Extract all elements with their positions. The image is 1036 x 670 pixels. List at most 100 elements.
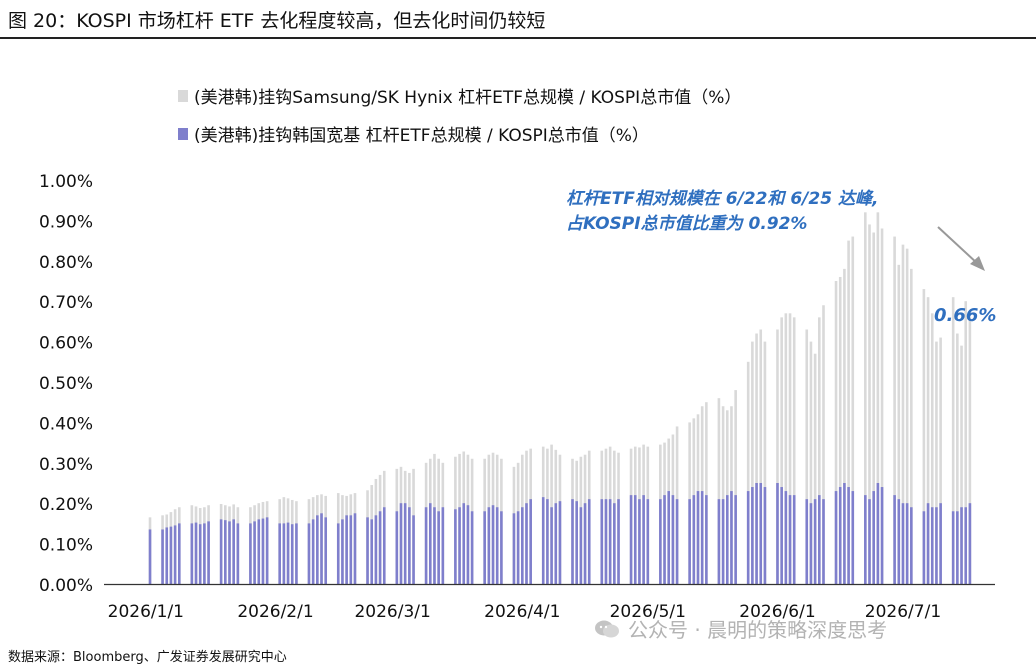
bar-samsung-hynix: [851, 236, 855, 584]
bar-korea-broad: [868, 499, 871, 584]
bar-korea-broad: [282, 523, 286, 584]
bar-korea-broad: [307, 523, 311, 584]
bar-samsung-hynix: [776, 329, 779, 584]
arrow-line: [937, 226, 979, 265]
bar-korea-broad: [935, 507, 938, 584]
bar-korea-broad: [734, 495, 737, 584]
bar-samsung-hynix: [813, 353, 817, 584]
latest-value-label: 0.66%: [934, 305, 997, 326]
bar-korea-broad: [345, 515, 348, 584]
bar-korea-broad: [613, 503, 616, 584]
bar-korea-broad: [847, 487, 850, 584]
bar-korea-broad: [746, 491, 750, 584]
bar-korea-broad: [454, 509, 457, 584]
bar-korea-broad: [395, 511, 399, 584]
bar-samsung-hynix: [822, 305, 825, 584]
bar-korea-broad: [776, 483, 779, 584]
bar-samsung-hynix: [788, 313, 792, 584]
bar-korea-broad: [403, 503, 407, 584]
bar-korea-broad: [671, 495, 675, 584]
bar-korea-broad: [721, 499, 725, 584]
watermark-text: 公众号 · 晨明的策略深度思考: [628, 618, 888, 642]
bar-samsung-hynix: [968, 317, 972, 584]
bar-korea-broad: [483, 511, 486, 584]
y-tick-label: 0.60%: [39, 334, 93, 354]
legend-item-korea-broad: (美港韩)挂钩韩国宽基 杠杆ETF总规模 / KOSPI总市值（%）: [178, 121, 649, 146]
bar-korea-broad: [834, 491, 838, 584]
bar-korea-broad: [165, 527, 169, 584]
bar-korea-broad: [633, 495, 637, 584]
bar-korea-broad: [228, 521, 231, 584]
bar-samsung-hynix: [705, 402, 708, 584]
bar-korea-broad: [249, 523, 252, 584]
bar-korea-broad: [219, 519, 223, 584]
bar-samsung-hynix: [897, 264, 901, 584]
bar-samsung-hynix: [910, 268, 913, 584]
bar-korea-broad: [642, 495, 645, 584]
bar-korea-broad: [353, 513, 357, 584]
bar-korea-broad: [968, 503, 972, 584]
bar-korea-broad: [236, 523, 240, 584]
bar-korea-broad: [608, 499, 612, 584]
bar-korea-broad: [550, 507, 553, 584]
bar-samsung-hynix: [784, 313, 788, 584]
bar-korea-broad: [320, 513, 323, 584]
bar-korea-broad: [930, 507, 934, 584]
bar-korea-broad: [838, 487, 842, 584]
bar-samsung-hynix: [905, 248, 909, 584]
bar-korea-broad: [809, 503, 813, 584]
legend-label-samsung-hynix: (美港韩)挂钩Samsung/SK Hynix 杠杆ETF总规模 / KOSPI…: [194, 88, 742, 108]
bar-korea-broad: [370, 519, 374, 584]
bar-korea-broad: [324, 517, 328, 584]
bar-korea-broad: [583, 503, 587, 584]
bar-korea-broad: [780, 487, 783, 584]
title-divider: [0, 37, 1036, 39]
bar-korea-broad: [190, 523, 194, 584]
bar-korea-broad: [638, 499, 641, 584]
bar-korea-broad: [818, 495, 821, 584]
bar-samsung-hynix: [868, 224, 871, 584]
watermark: 公众号 · 晨明的策略深度思考: [594, 614, 887, 643]
wechat-icon: [595, 620, 619, 637]
bar-korea-broad: [349, 515, 353, 584]
page-title: 图 20：KOSPI 市场杠杆 ETF 去化程度较高，但去化时间仍较短: [8, 10, 546, 32]
y-tick-label: 0.40%: [39, 414, 93, 434]
bar-korea-broad: [901, 503, 905, 584]
x-tick-label: 2026/5/1: [610, 602, 686, 622]
bar-korea-broad: [173, 525, 177, 584]
bar-korea-broad: [784, 491, 788, 584]
bar-korea-broad: [169, 526, 173, 584]
bar-korea-broad: [956, 511, 959, 584]
bar-korea-broad: [843, 483, 846, 584]
bar-korea-broad: [399, 503, 403, 584]
x-tick-label: 2026/7/1: [865, 602, 941, 622]
bar-korea-broad: [437, 511, 440, 584]
bar-korea-broad: [926, 503, 930, 584]
bar-korea-broad: [805, 499, 809, 584]
bar-korea-broad: [433, 507, 436, 584]
bar-korea-broad: [755, 483, 758, 584]
bar-korea-broad: [792, 495, 796, 584]
x-tick-label: 2026/1/1: [108, 602, 184, 622]
bar-korea-broad: [466, 505, 470, 584]
bar-korea-broad: [725, 495, 729, 584]
bar-korea-broad: [646, 499, 650, 584]
peak-annotation-line2: 占KOSPI总市值比重为 0.92%: [566, 214, 808, 234]
bar-korea-broad: [512, 513, 516, 584]
bar-korea-broad: [571, 499, 574, 584]
bar-korea-broad: [905, 503, 909, 584]
bar-korea-broad: [316, 515, 319, 584]
bar-samsung-hynix: [951, 297, 955, 584]
bar-samsung-hynix: [834, 281, 838, 584]
y-tick-label: 1.00%: [39, 172, 93, 192]
bar-korea-broad: [224, 520, 227, 584]
bar-korea-broad: [495, 507, 499, 584]
bar-korea-broad: [261, 518, 265, 584]
bar-korea-broad: [700, 491, 704, 584]
bar-korea-broad: [763, 487, 767, 584]
bar-korea-broad: [813, 499, 817, 584]
bar-korea-broad: [441, 507, 445, 584]
bar-korea-broad: [575, 501, 578, 584]
bar-samsung-hynix: [901, 244, 905, 584]
bar-samsung-hynix: [956, 333, 959, 584]
